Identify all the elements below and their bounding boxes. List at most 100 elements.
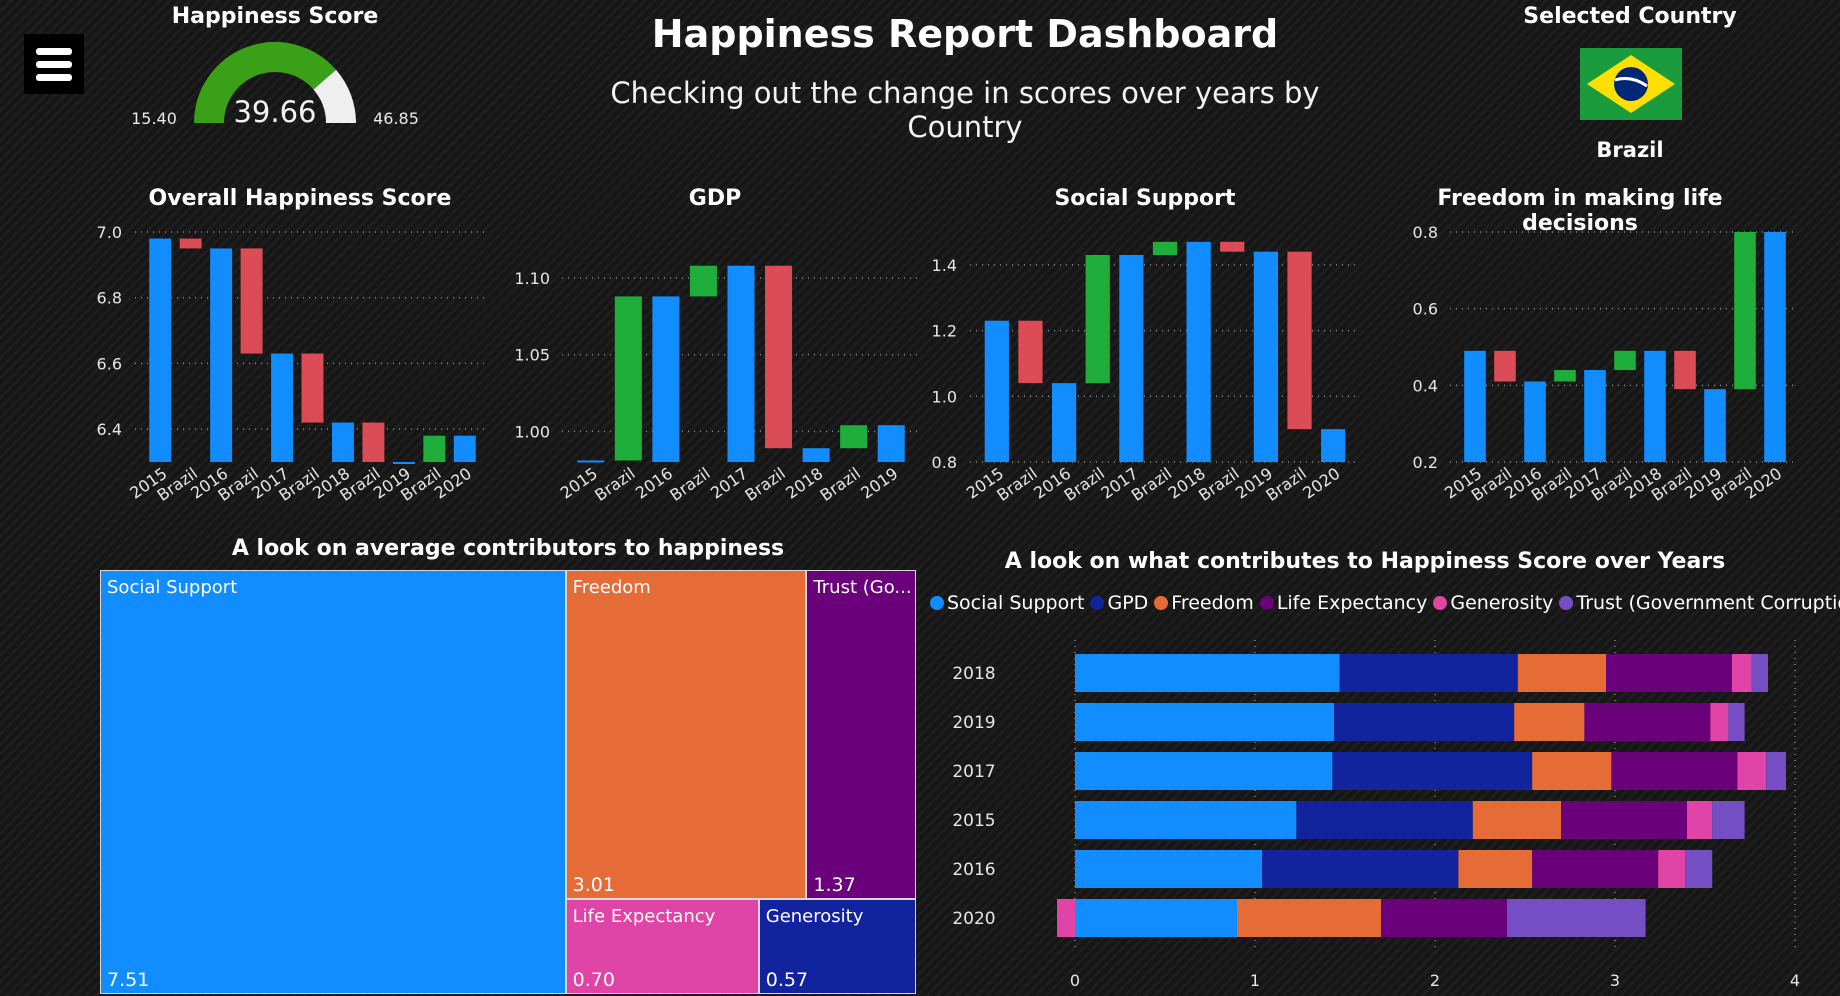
treemap-cell-label: Freedom (572, 577, 651, 598)
treemap-cell-value: 7.51 (107, 969, 150, 991)
treemap-cell-value: 0.57 (765, 968, 809, 991)
x-tick-label: 0 (1070, 971, 1080, 990)
increase-bar (614, 296, 642, 461)
overall-happiness-chart: 6.46.66.87.02015Brazil2016Brazil2017Braz… (97, 223, 488, 505)
menu-line-icon (36, 61, 72, 68)
bar-segment (1766, 752, 1786, 790)
bar-segment (1712, 801, 1745, 839)
y-tick-label: 7.0 (97, 223, 122, 242)
y-tick-label: 1.00 (514, 422, 550, 441)
total-bar (1584, 370, 1606, 462)
y-tick-label: 2019 (952, 713, 995, 733)
total-bar (1764, 232, 1786, 462)
total-bar (1186, 241, 1211, 462)
y-tick-label: 2017 (952, 762, 995, 782)
treemap-cell-value: 3.01 (572, 873, 615, 896)
treemap-cell-label: Generosity (765, 905, 864, 927)
legend-dot-icon (1259, 596, 1274, 610)
treemap-cell-label: Trust (Go... (813, 577, 911, 598)
bar-segment (1737, 752, 1767, 790)
total-bar (1644, 350, 1666, 462)
bar-segment (1075, 850, 1263, 888)
treemap-cell-label: Social Support (107, 577, 238, 598)
increase-bar (1085, 255, 1110, 384)
bar-segment (1658, 850, 1686, 888)
treemap-cell[interactable]: Trust (Go... 1.37 (806, 570, 916, 899)
bar-segment (1732, 654, 1752, 692)
legend-dot-icon (930, 596, 944, 610)
bar-segment (1262, 850, 1459, 888)
menu-button[interactable] (24, 34, 84, 94)
decrease-bar (765, 265, 793, 449)
y-tick-label: 6.6 (97, 354, 122, 373)
y-tick-label: 2018 (952, 664, 995, 684)
stacked-chart-title: A look on what contributes to Happiness … (1004, 549, 1726, 574)
bar-segment (1517, 654, 1606, 692)
bar-segment (1237, 899, 1381, 937)
y-tick-label: 0.4 (1413, 376, 1438, 395)
chart-title-gdp: GDP (688, 186, 742, 211)
y-tick-label: 0.6 (1413, 300, 1438, 319)
treemap-cell[interactable]: Generosity 0.57 (758, 898, 916, 994)
gauge-value: 39.66 (233, 95, 316, 129)
legend-item[interactable]: Life Expectancy (1259, 592, 1428, 614)
bar-segment (1606, 654, 1732, 692)
brazil-flag-icon (1580, 48, 1682, 120)
y-tick-label: 2020 (952, 909, 995, 929)
contributors-treemap: Social Support 7.51 Freedom 3.01 Trust (Go..… (100, 570, 916, 994)
treemap-cell-value: 0.70 (572, 968, 615, 991)
treemap-cell[interactable]: Life Expectancy 0.70 (565, 898, 759, 994)
increase-bar (1554, 370, 1576, 382)
menu-line-icon (36, 74, 72, 81)
bar-segment (1751, 654, 1768, 692)
bar-segment (1687, 801, 1713, 839)
y-tick-label: 1.4 (932, 256, 957, 275)
bar-segment (1611, 752, 1738, 790)
y-tick-label: 0.8 (1413, 223, 1438, 242)
x-tick-label: Brazil (816, 464, 863, 505)
stacked-legend: Social Support GPD Freedom Life Expectancy G… (930, 592, 1840, 615)
total-bar (802, 448, 830, 462)
legend-label: Social Support (947, 592, 1085, 614)
gauge-min: 15.40 (131, 109, 177, 128)
legend-label: GPD (1107, 592, 1149, 614)
increase-bar (1734, 232, 1756, 390)
treemap-cell[interactable]: Freedom 3.01 (565, 570, 807, 899)
bar-segment (1075, 899, 1237, 937)
decrease-bar (240, 248, 263, 354)
bar-segment (1075, 703, 1335, 741)
menu-line-icon (36, 48, 72, 55)
bar-segment (1532, 752, 1612, 790)
total-bar (1464, 350, 1486, 462)
legend-item[interactable]: Generosity (1433, 592, 1553, 614)
treemap-cell-value: 1.37 (813, 873, 856, 896)
x-tick-label: Brazil (666, 464, 713, 505)
y-tick-label: 0.8 (932, 453, 957, 472)
total-bar (877, 425, 905, 462)
selected-country-name: Brazil (1596, 138, 1664, 162)
y-tick-label: 0.2 (1413, 453, 1438, 472)
legend-item[interactable]: Social Support (930, 592, 1084, 614)
x-tick-label: 2016 (632, 464, 676, 503)
increase-bar (689, 265, 717, 297)
total-bar (149, 238, 172, 462)
total-bar (1051, 383, 1077, 462)
treemap-cell[interactable]: Social Support 7.51 (100, 570, 566, 994)
x-tick-label: Brazil (741, 464, 788, 505)
contributors-stacked-bar-chart: 0 1 2 3 4 2018 2019 2017 2015 2016 2020 (952, 640, 1800, 990)
y-tick-label: 2015 (952, 811, 995, 831)
decrease-bar (301, 353, 324, 423)
decrease-bar (1018, 320, 1043, 384)
legend-item[interactable]: Trust (Government Corruption) (1559, 592, 1840, 614)
treemap-title: A look on average contributors to happin… (231, 536, 785, 561)
total-bar (392, 462, 415, 464)
bar-segment (1532, 850, 1659, 888)
increase-bar (423, 435, 446, 462)
legend-item[interactable]: GPD (1090, 592, 1148, 614)
legend-item[interactable]: Freedom (1154, 592, 1254, 614)
legend-label: Freedom (1171, 592, 1254, 614)
x-tick-label: 3 (1610, 971, 1620, 990)
x-tick-label: Brazil (591, 464, 638, 505)
treemap-cell-label: Life Expectancy (572, 905, 716, 927)
legend-label: Life Expectancy (1276, 592, 1428, 614)
